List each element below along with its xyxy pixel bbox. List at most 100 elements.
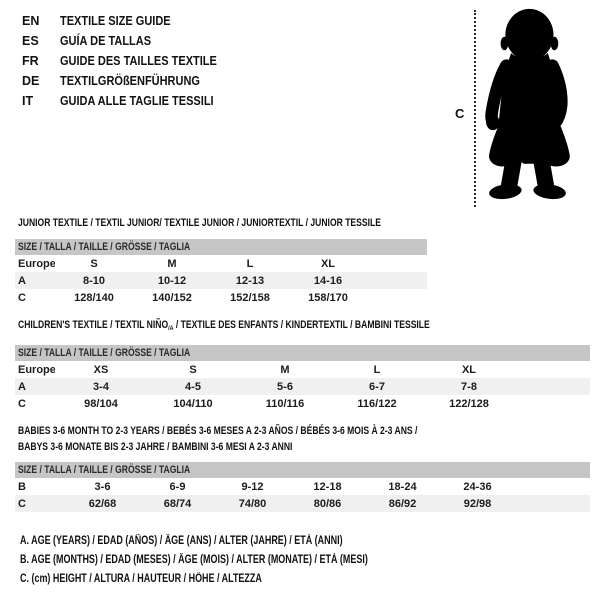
- size-cell: 152/158: [230, 291, 270, 304]
- size-cell: 116/122: [357, 397, 397, 410]
- lang-title: GUÍA DE TALLAS: [60, 34, 152, 48]
- babies-height-row: C 62/68 68/74 74/80 80/86 86/92 92/98: [15, 495, 590, 512]
- lang-row-de: DE TEXTILGRÖßENFÜHRUNG: [22, 71, 238, 91]
- size-cell: XS: [93, 363, 109, 376]
- junior-age-row: A 8-10 10-12 12-13 14-16: [15, 272, 427, 289]
- baby-silhouette-icon: [485, 8, 570, 200]
- children-height-row: C 98/104 104/110 110/116 116/122 122/128: [15, 395, 590, 412]
- size-cell: M: [167, 257, 177, 270]
- size-cell: 7-8: [461, 380, 477, 393]
- size-cell: 122/128: [449, 397, 489, 410]
- legend-notes: A. AGE (YEARS) / EDAD (AÑOS) / ÂGE (ANS)…: [20, 535, 466, 592]
- nino-a-subscript: /A: [168, 324, 174, 332]
- size-cell: 158/170: [308, 291, 348, 304]
- size-cell: 62/68: [88, 497, 117, 510]
- children-table-title: CHILDREN'S TEXTILE / TEXTIL NIÑO/A / TEX…: [18, 319, 546, 332]
- lang-code: ES: [22, 34, 39, 48]
- size-header-bar: SIZE / TALLA / TAILLE / GRÖSSE / TAGLIA: [15, 462, 590, 478]
- size-cell: S: [189, 363, 197, 376]
- size-cell: 98/104: [84, 397, 118, 410]
- babies-table-title: BABIES 3-6 MONTH TO 2-3 YEARS / BEBÉS 3-…: [18, 423, 530, 455]
- table-filler: [515, 361, 590, 378]
- junior-table-title-text: JUNIOR TEXTILE / TEXTIL JUNIOR/ TEXTILE …: [18, 217, 381, 229]
- size-header-bar: SIZE / TALLA / TAILLE / GRÖSSE / TAGLIA: [15, 345, 590, 361]
- size-cell: 12-13: [235, 274, 265, 287]
- children-size-table: SIZE / TALLA / TAILLE / GRÖSSE / TAGLIA …: [15, 345, 590, 412]
- size-cell: 6-7: [369, 380, 385, 393]
- note-age-years: A. AGE (YEARS) / EDAD (AÑOS) / ÂGE (ANS)…: [20, 535, 343, 547]
- note-height-cm: C. (cm) HEIGHT / ALTURA / HAUTEUR / HÖHE…: [20, 573, 262, 585]
- row-label: C: [18, 397, 26, 410]
- lang-code: FR: [22, 54, 39, 68]
- size-cell: 3-6: [94, 480, 111, 493]
- language-title-list: EN TEXTILE SIZE GUIDE ES GUÍA DE TALLAS …: [22, 11, 238, 111]
- lang-row-fr: FR GUIDE DES TAILLES TEXTILE: [22, 51, 238, 71]
- size-cell: 128/140: [74, 291, 114, 304]
- size-cell: XL: [320, 257, 336, 270]
- size-cell: 74/80: [238, 497, 267, 510]
- junior-table-title: JUNIOR TEXTILE / TEXTIL JUNIOR/ TEXTILE …: [18, 217, 483, 229]
- row-label: Europe: [18, 257, 55, 270]
- children-size-grid: Europe XS S M L XL A 3-4 4-5 5-6 6-7 7-8…: [15, 361, 590, 412]
- lang-title: TEXTILGRÖßENFÜHRUNG: [60, 74, 200, 88]
- table-filler: [367, 255, 427, 272]
- size-cell: 86/92: [388, 497, 417, 510]
- row-label: A: [18, 274, 26, 287]
- size-cell: M: [280, 363, 290, 376]
- children-europe-row: Europe XS S M L XL: [15, 361, 590, 378]
- lang-code: IT: [22, 94, 34, 108]
- size-cell: 140/152: [152, 291, 192, 304]
- table-filler: [515, 478, 590, 495]
- size-header-bar: SIZE / TALLA / TAILLE / GRÖSSE / TAGLIA: [15, 239, 427, 255]
- junior-size-table: SIZE / TALLA / TAILLE / GRÖSSE / TAGLIA …: [15, 239, 427, 306]
- size-cell: 68/74: [163, 497, 192, 510]
- size-header-text: SIZE / TALLA / TAILLE / GRÖSSE / TAGLIA: [18, 241, 191, 253]
- babies-title-line1: BABIES 3-6 MONTH TO 2-3 YEARS / BEBÉS 3-…: [18, 425, 418, 437]
- size-cell: 10-12: [157, 274, 187, 287]
- size-cell: 12-18: [313, 480, 342, 493]
- babies-size-table: SIZE / TALLA / TAILLE / GRÖSSE / TAGLIA …: [15, 462, 590, 512]
- size-cell: 80/86: [313, 497, 342, 510]
- junior-europe-row: Europe S M L XL: [15, 255, 427, 272]
- size-cell: 5-6: [277, 380, 293, 393]
- size-cell: 18-24: [388, 480, 417, 493]
- table-filler: [367, 289, 427, 306]
- table-filler: [515, 378, 590, 395]
- size-cell: 9-12: [241, 480, 264, 493]
- lang-row-it: IT GUIDA ALLE TAGLIE TESSILI: [22, 91, 238, 111]
- table-filler: [367, 272, 427, 289]
- size-cell: 110/116: [265, 397, 305, 410]
- row-label: A: [18, 380, 26, 393]
- size-cell: 104/110: [173, 397, 213, 410]
- babies-title-line2: BABYS 3-6 MONATE BIS 2-3 JAHRE / BAMBINI…: [18, 441, 293, 453]
- table-filler: [515, 495, 590, 512]
- size-cell: 92/98: [463, 497, 492, 510]
- size-cell: L: [373, 363, 381, 376]
- junior-height-row: C 128/140 140/152 152/158 158/170: [15, 289, 427, 306]
- size-cell: 24-36: [463, 480, 492, 493]
- size-cell: 6-9: [169, 480, 186, 493]
- size-header-text: SIZE / TALLA / TAILLE / GRÖSSE / TAGLIA: [18, 464, 191, 476]
- children-table-title-text: CHILDREN'S TEXTILE / TEXTIL NIÑO/A / TEX…: [18, 319, 430, 332]
- lang-title: GUIDA ALLE TAGLIE TESSILI: [60, 94, 214, 108]
- height-measure-label: C: [455, 106, 465, 121]
- babies-months-row: B 3-6 6-9 9-12 12-18 18-24 24-36: [15, 478, 590, 495]
- lang-code: EN: [22, 14, 40, 28]
- children-age-row: A 3-4 4-5 5-6 6-7 7-8: [15, 378, 590, 395]
- note-age-months: B. AGE (MONTHS) / EDAD (MESES) / ÂGE (MO…: [20, 554, 368, 566]
- babies-size-grid: B 3-6 6-9 9-12 12-18 18-24 24-36 C 62/68…: [15, 478, 590, 512]
- size-cell: XL: [461, 363, 477, 376]
- size-cell: L: [246, 257, 254, 270]
- lang-code: DE: [22, 74, 40, 88]
- row-label: B: [18, 480, 26, 493]
- size-header-text: SIZE / TALLA / TAILLE / GRÖSSE / TAGLIA: [18, 347, 191, 359]
- table-filler: [515, 395, 590, 412]
- size-cell: 4-5: [185, 380, 201, 393]
- size-cell: 8-10: [82, 274, 106, 287]
- row-label: Europe: [18, 363, 55, 376]
- size-cell: 14-16: [313, 274, 343, 287]
- junior-size-grid: Europe S M L XL A 8-10 10-12 12-13 14-16…: [15, 255, 427, 306]
- lang-row-en: EN TEXTILE SIZE GUIDE: [22, 11, 238, 31]
- size-cell: 3-4: [93, 380, 109, 393]
